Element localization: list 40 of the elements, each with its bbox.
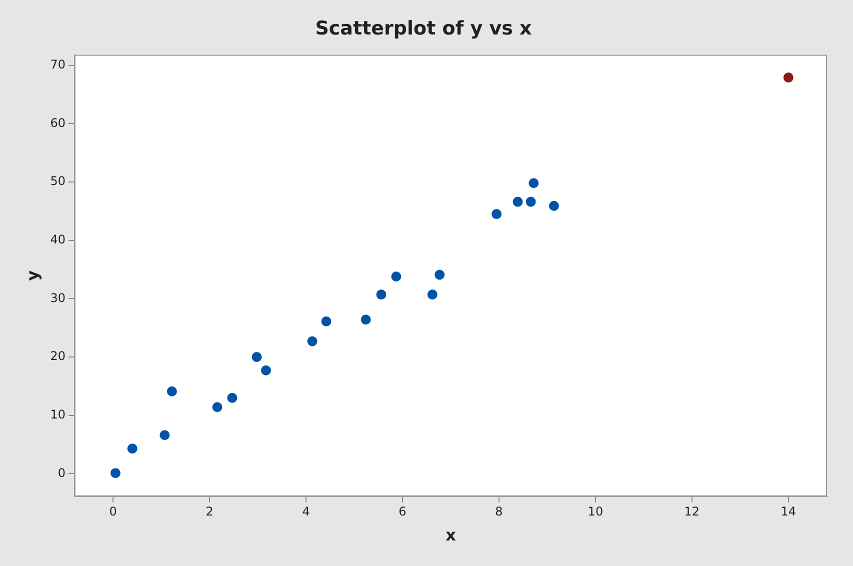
point <box>360 314 371 325</box>
point <box>512 196 523 207</box>
point <box>321 316 332 326</box>
point <box>427 290 438 300</box>
x-axis-title: x <box>446 526 457 545</box>
x-tick-label: 6 <box>398 504 406 519</box>
y-tick-label: 20 <box>50 349 66 364</box>
y-tick-label: 10 <box>50 407 66 422</box>
x-tick-label: 2 <box>206 504 214 519</box>
y-tick-label: 30 <box>50 290 66 305</box>
x-tick-label: 4 <box>302 504 310 519</box>
point <box>212 402 222 412</box>
point <box>166 386 177 396</box>
y-tick-label: 70 <box>50 57 66 72</box>
point <box>376 290 386 300</box>
chart-title: Scatterplot of y vs x <box>315 17 532 40</box>
x-tick-label: 14 <box>780 504 796 519</box>
point <box>127 444 138 454</box>
x-tick-label: 8 <box>495 504 503 519</box>
y-tick-label: 50 <box>50 174 66 188</box>
point <box>110 468 120 478</box>
point <box>783 72 794 83</box>
y-tick-label: 60 <box>50 116 66 130</box>
point <box>434 270 445 280</box>
x-tick-label: 12 <box>684 504 700 519</box>
point <box>252 352 262 362</box>
y-axis-title: y <box>22 270 42 281</box>
point <box>492 209 502 220</box>
point <box>391 271 402 282</box>
point <box>260 365 271 376</box>
x-tick-label: 10 <box>588 504 604 519</box>
point <box>528 178 539 188</box>
y-tick-label: 0 <box>58 466 66 480</box>
point <box>548 200 559 211</box>
point <box>307 336 318 346</box>
point <box>160 430 170 440</box>
x-tick-label: 0 <box>109 504 117 519</box>
point <box>227 392 238 403</box>
y-tick-label: 40 <box>50 232 66 246</box>
point <box>526 196 536 207</box>
